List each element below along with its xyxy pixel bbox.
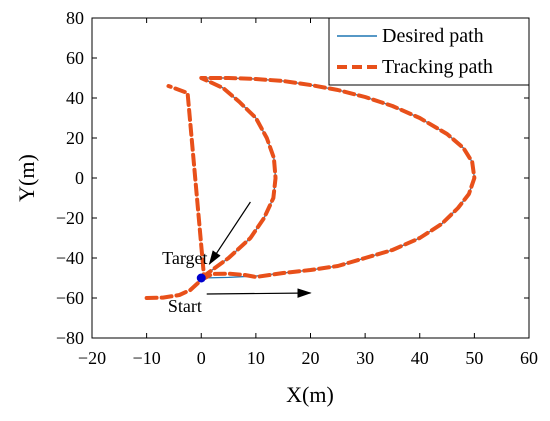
target-marker: [196, 273, 206, 283]
y-tick-label: −80: [56, 328, 84, 348]
x-tick-label: 30: [356, 348, 374, 368]
target-arrow: [208, 201, 251, 266]
y-tick-label: 40: [66, 88, 84, 108]
annotations-layer: Target Start: [162, 201, 312, 316]
x-tick-label: 50: [465, 348, 483, 368]
y-tick-label: −20: [56, 208, 84, 228]
x-tick-label: 40: [411, 348, 429, 368]
y-tick-label: −60: [56, 288, 84, 308]
y-tick-label: 0: [75, 168, 84, 188]
x-axis-title: X(m): [286, 382, 334, 407]
start-label: Start: [168, 296, 202, 316]
y-tick-label: −40: [56, 248, 84, 268]
legend-desired-path-label: Desired path: [382, 25, 484, 47]
y-axis-title: Y(m): [14, 154, 39, 202]
legend: Desired path Tracking path: [328, 17, 530, 86]
target-label: Target: [162, 248, 207, 268]
y-tick-label: 80: [66, 8, 84, 28]
x-tick-label: 20: [302, 348, 320, 368]
x-tick-label: −10: [133, 348, 161, 368]
legend-box: [328, 17, 530, 86]
series-layer: [144, 76, 477, 300]
x-tick-label: −20: [78, 348, 106, 368]
x-tick-label: 10: [247, 348, 265, 368]
tracking-path-line: [144, 76, 477, 300]
x-tick-label: 0: [197, 348, 206, 368]
y-tick-label: 20: [66, 128, 84, 148]
legend-tracking-path-label: Tracking path: [382, 56, 493, 78]
y-axis-ticks: −80 −60 −40 −20 0 20 40 60 80: [56, 8, 529, 348]
y-tick-label: 60: [66, 48, 84, 68]
x-tick-label: 60: [520, 348, 538, 368]
start-arrow: [206, 288, 312, 298]
